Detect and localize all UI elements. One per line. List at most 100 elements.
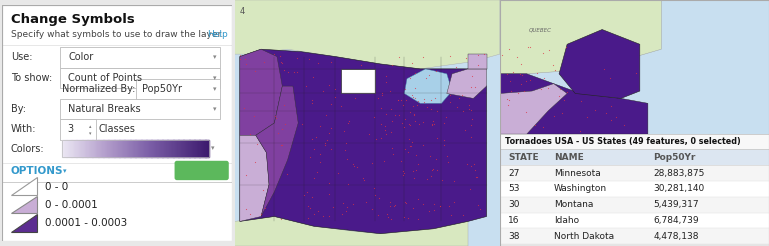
Point [313, 124, 325, 128]
Point [357, 176, 369, 180]
Bar [158, 140, 159, 157]
Bar [207, 140, 208, 157]
Point [275, 61, 288, 65]
Polygon shape [256, 86, 298, 216]
Bar [162, 140, 164, 157]
Bar [187, 140, 188, 157]
Polygon shape [240, 49, 487, 234]
Point [258, 206, 271, 210]
Point [385, 119, 398, 123]
Point [451, 105, 464, 109]
Text: 0 - 0: 0 - 0 [45, 182, 68, 192]
Point [400, 98, 412, 102]
Bar [88, 140, 90, 157]
Bar [181, 140, 182, 157]
Polygon shape [235, 216, 468, 246]
Point [448, 179, 460, 183]
Point [314, 160, 326, 164]
FancyBboxPatch shape [500, 0, 769, 134]
Bar [78, 140, 79, 157]
Point [308, 176, 321, 180]
Bar [166, 140, 168, 157]
Text: QUEBEC: QUEBEC [529, 27, 551, 32]
Text: 3: 3 [68, 124, 74, 134]
Point [385, 63, 398, 67]
Bar [177, 140, 178, 157]
Point [239, 57, 251, 61]
Bar [91, 140, 92, 157]
Point [249, 69, 261, 73]
Text: Color: Color [68, 52, 94, 62]
Text: Change Symbols: Change Symbols [11, 13, 135, 26]
Bar [149, 140, 151, 157]
Point [428, 96, 441, 100]
Point [413, 122, 425, 126]
Text: 53: 53 [508, 184, 519, 193]
Point [496, 53, 508, 57]
Point [418, 100, 430, 104]
Point [409, 71, 421, 75]
Point [537, 125, 549, 129]
Bar [205, 140, 207, 157]
Point [369, 193, 381, 197]
Text: To show:: To show: [11, 73, 52, 83]
Point [520, 110, 532, 114]
Point [401, 216, 414, 220]
Point [325, 60, 338, 64]
Point [306, 101, 318, 105]
Point [404, 76, 416, 80]
Point [379, 124, 391, 128]
Text: 28,883,875: 28,883,875 [653, 169, 704, 178]
Point [518, 89, 530, 93]
Bar [141, 140, 143, 157]
Point [384, 89, 396, 93]
Bar [108, 140, 110, 157]
Point [464, 108, 477, 112]
Text: STATE: STATE [508, 153, 538, 162]
Bar [96, 140, 98, 157]
Point [431, 136, 444, 139]
Text: Minnesota: Minnesota [554, 169, 601, 178]
Bar [174, 140, 175, 157]
Point [589, 108, 601, 112]
Point [276, 127, 288, 131]
Bar [98, 140, 100, 157]
Bar [143, 140, 145, 157]
Text: 4: 4 [240, 7, 245, 16]
Point [549, 68, 561, 72]
Bar [85, 140, 86, 157]
Text: Help: Help [207, 30, 228, 39]
Point [574, 99, 587, 103]
Point [312, 61, 325, 65]
Point [444, 93, 456, 97]
Point [547, 63, 559, 67]
FancyBboxPatch shape [2, 5, 232, 241]
Point [411, 217, 424, 221]
Bar [92, 140, 94, 157]
Polygon shape [341, 69, 375, 93]
Point [407, 104, 419, 108]
Bar [82, 140, 84, 157]
Bar [175, 140, 176, 157]
Point [502, 103, 514, 107]
Point [306, 75, 318, 79]
Point [424, 107, 437, 111]
Point [404, 123, 416, 126]
Point [464, 187, 476, 191]
Point [398, 200, 411, 204]
Point [448, 200, 460, 204]
Point [458, 128, 471, 132]
Point [384, 204, 396, 208]
Text: ▾: ▾ [63, 169, 66, 174]
Point [514, 82, 527, 86]
Point [423, 73, 435, 77]
Point [421, 105, 433, 109]
Point [538, 76, 550, 80]
Bar [185, 140, 186, 157]
Text: Tornadoes USA - US States (49 features, 0 selected): Tornadoes USA - US States (49 features, … [505, 137, 741, 146]
Point [398, 171, 411, 175]
Point [411, 103, 423, 107]
Point [255, 212, 267, 216]
Point [403, 137, 415, 141]
Point [514, 72, 527, 76]
